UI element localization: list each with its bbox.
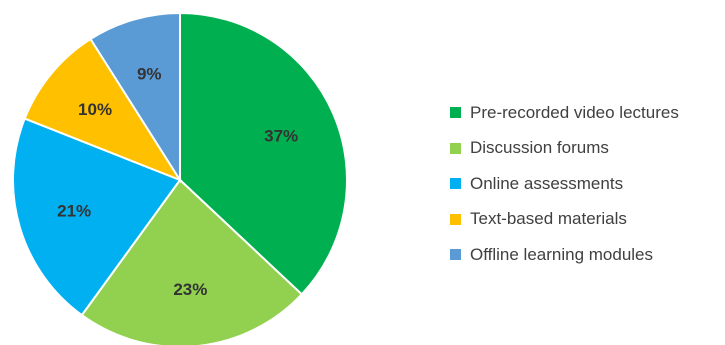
legend-label-4: Text-based materials — [470, 209, 627, 229]
legend-item-3: Online assessments — [450, 166, 679, 202]
data-label-2: 23% — [173, 280, 207, 299]
data-label-3: 21% — [57, 201, 91, 220]
pie-slice-5 — [89, 11, 181, 184]
data-label-4: 10% — [78, 100, 112, 119]
legend-swatch-3 — [450, 178, 461, 190]
legend-label-2: Discussion forums — [470, 138, 609, 158]
legend-label-3: Online assessments — [470, 173, 624, 193]
legend-item-4: Text-based materials — [450, 202, 679, 238]
legend-item-2: Discussion forums — [450, 131, 679, 167]
pie-slice-1 — [179, 11, 348, 296]
legend-swatch-2 — [450, 142, 461, 154]
data-label-1: 37% — [264, 127, 298, 146]
legend-swatch-1 — [450, 107, 461, 119]
legend-item-1: Pre-recorded video lectures — [450, 95, 679, 131]
legend-label-1: Pre-recorded video lectures — [470, 102, 679, 122]
pie-slice-4 — [23, 37, 183, 183]
legend-item-5: Offline learning modules — [450, 237, 679, 273]
pie-slice-3 — [12, 117, 182, 317]
legend-swatch-4 — [450, 213, 461, 225]
legend-swatch-5 — [450, 249, 461, 261]
pie-data-labels: 37% 23% 21% 10% 9% — [57, 65, 298, 300]
legend: Pre-recorded video lectures Discussion f… — [450, 95, 679, 273]
data-label-5: 9% — [137, 65, 162, 84]
pie-slice-2 — [80, 178, 304, 345]
legend-label-5: Offline learning modules — [470, 244, 654, 264]
pie-slices — [12, 11, 348, 345]
